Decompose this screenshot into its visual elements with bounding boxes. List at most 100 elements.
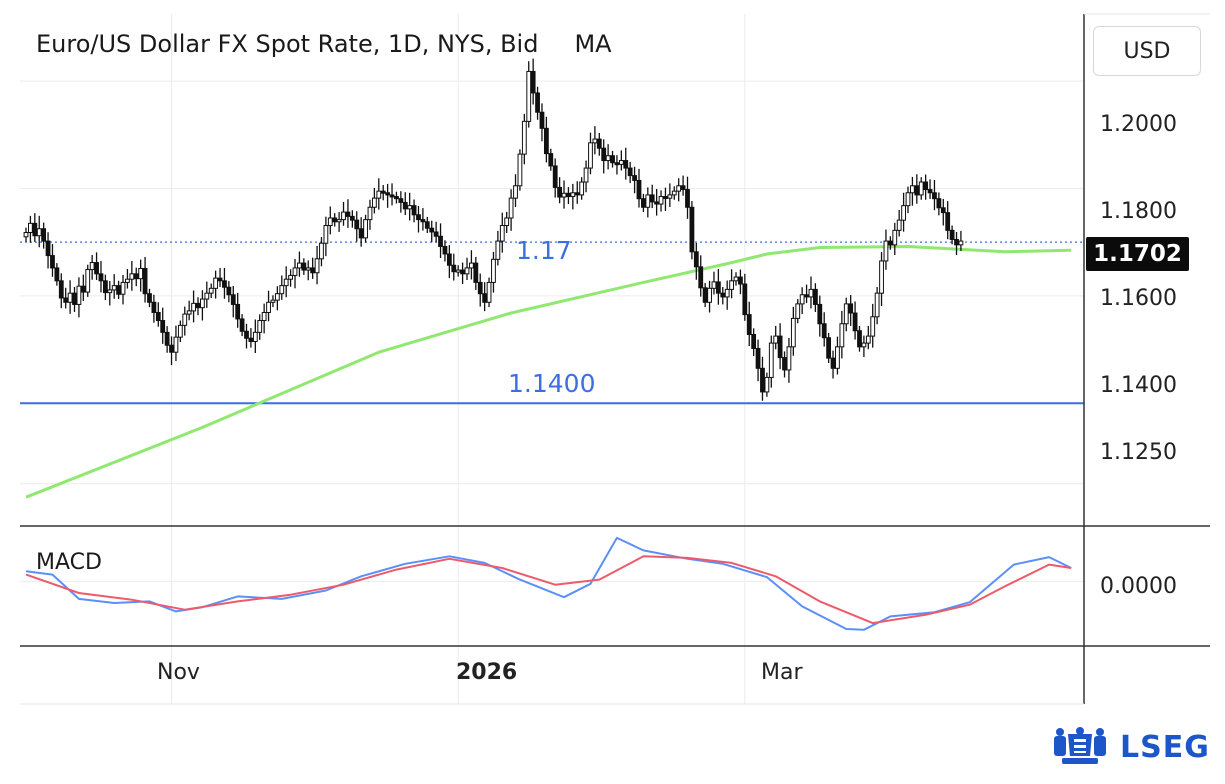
candle-body <box>936 198 942 209</box>
candle-body <box>63 297 69 303</box>
candle-body <box>102 280 108 294</box>
candle-body <box>80 285 86 293</box>
candle-body <box>257 320 263 333</box>
candle-body <box>839 323 845 348</box>
candle-body <box>782 357 787 371</box>
currency-button[interactable]: USD <box>1093 26 1201 76</box>
candle-body <box>715 281 721 294</box>
logo-text: LSEG <box>1120 729 1210 765</box>
candle-body <box>574 192 580 196</box>
candle-body <box>901 205 906 221</box>
candle-body <box>958 240 964 246</box>
candle-body <box>729 280 735 290</box>
y-tick-label: 1.1250 <box>1100 440 1177 465</box>
candle-body <box>230 294 236 305</box>
candle-body <box>914 185 920 196</box>
candle-body <box>557 186 563 198</box>
candle-body <box>28 222 33 233</box>
candle-body <box>460 269 465 275</box>
candle-body <box>491 258 496 283</box>
candle-body <box>266 301 271 313</box>
candle-body <box>543 127 549 155</box>
candle-body <box>649 194 655 203</box>
candle-body <box>508 197 514 219</box>
candle-body <box>314 258 320 274</box>
candle-body <box>217 277 223 282</box>
candle-body <box>226 286 232 296</box>
candle-body <box>689 206 695 253</box>
pane-frame <box>20 13 1210 705</box>
candle-body <box>579 181 585 196</box>
candle-body <box>72 292 77 305</box>
candle-body <box>85 269 91 293</box>
candle-body <box>67 292 73 303</box>
candle-body <box>133 273 139 280</box>
candle-body <box>301 262 307 271</box>
candle-body <box>932 192 937 200</box>
candle-body <box>499 225 505 242</box>
candle-body <box>125 278 130 283</box>
candle-body <box>910 185 915 194</box>
indicator-label[interactable]: MA <box>574 30 612 58</box>
candle-body <box>473 262 479 283</box>
candle-body <box>513 185 518 199</box>
candle-body <box>358 228 364 239</box>
candle-body <box>738 276 743 285</box>
candles <box>23 58 964 401</box>
candle-body <box>129 273 135 280</box>
candle-body <box>341 211 346 221</box>
candle-body <box>389 194 395 198</box>
candle-body <box>32 222 38 237</box>
candle-body <box>327 217 333 227</box>
candle-body <box>561 192 567 198</box>
candle-body <box>94 262 99 275</box>
candle-body <box>918 181 924 196</box>
candle-body <box>521 120 527 155</box>
level-label-1-17: 1.17 <box>516 236 572 265</box>
candle-body <box>645 194 651 208</box>
ma-series-line <box>25 245 1072 499</box>
level-lines <box>20 241 1084 405</box>
candle-body <box>618 160 624 165</box>
candle-body <box>548 153 554 167</box>
candle-body <box>274 293 280 301</box>
candle-body <box>835 346 840 369</box>
candle-body <box>623 160 629 169</box>
candle-body <box>773 335 779 344</box>
candle-body <box>155 311 161 322</box>
candle-body <box>261 311 267 322</box>
candle-body <box>614 162 620 166</box>
candle-body <box>667 194 673 199</box>
candle-body <box>438 235 443 247</box>
candle-body <box>583 167 589 183</box>
candle-body <box>892 229 898 246</box>
candle-body <box>711 281 717 289</box>
candle-body <box>570 192 576 198</box>
candle-body <box>742 283 748 316</box>
candle-body <box>671 190 677 196</box>
candle-body <box>954 238 959 246</box>
candle-body <box>702 287 708 303</box>
grid <box>20 14 1084 704</box>
candle-body <box>252 331 258 342</box>
y-tick-label: 1.1600 <box>1100 286 1177 311</box>
macd-label: MACD <box>36 550 102 575</box>
candle-body <box>433 231 439 237</box>
candle-body <box>380 190 386 194</box>
candle-body <box>804 294 809 298</box>
ma-line <box>25 245 1072 499</box>
candle-body <box>636 179 642 200</box>
candle-body <box>707 287 712 303</box>
candle-body <box>173 336 179 353</box>
candle-body <box>464 267 470 275</box>
y-tick-label: 1.1800 <box>1100 199 1177 224</box>
candle-body <box>826 337 832 359</box>
x-tick-label: Nov <box>157 660 200 685</box>
candle-body <box>186 310 192 315</box>
candle-body <box>248 337 254 342</box>
candle-body <box>297 262 302 269</box>
candle-body <box>76 285 82 305</box>
chart-title: Euro/US Dollar FX Spot Rate, 1D, NYS, Bi… <box>36 30 612 58</box>
candle-body <box>760 367 765 393</box>
